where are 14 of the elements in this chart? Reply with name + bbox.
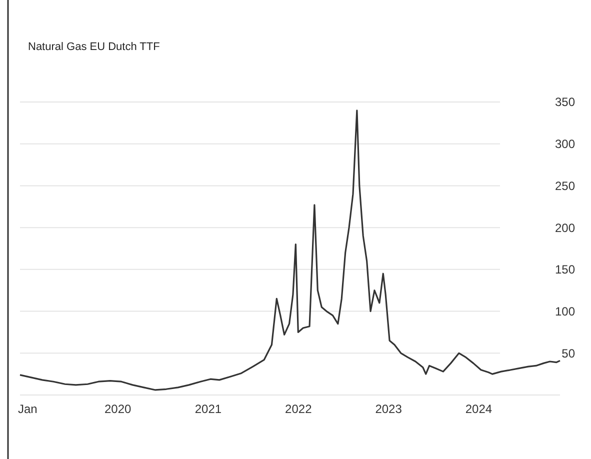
x-tick-label: 2021 — [194, 402, 222, 416]
x-tick-label: 2023 — [375, 402, 402, 416]
x-tick-label: Jan — [18, 402, 38, 416]
y-tick-label: 200 — [554, 220, 576, 235]
x-tick-label: 2020 — [104, 402, 132, 416]
y-tick-label: 350 — [554, 95, 576, 110]
x-tick-label: 2022 — [285, 402, 312, 416]
x-tick-label: 2024 — [465, 402, 492, 416]
y-tick-label: 50 — [562, 346, 576, 360]
y-tick-label: 100 — [554, 304, 576, 318]
y-tick-label: 300 — [554, 137, 576, 152]
y-tick-label: 150 — [554, 262, 576, 277]
y-tick-label: 250 — [554, 178, 576, 193]
chart-title: Natural Gas EU Dutch TTF — [28, 41, 160, 53]
